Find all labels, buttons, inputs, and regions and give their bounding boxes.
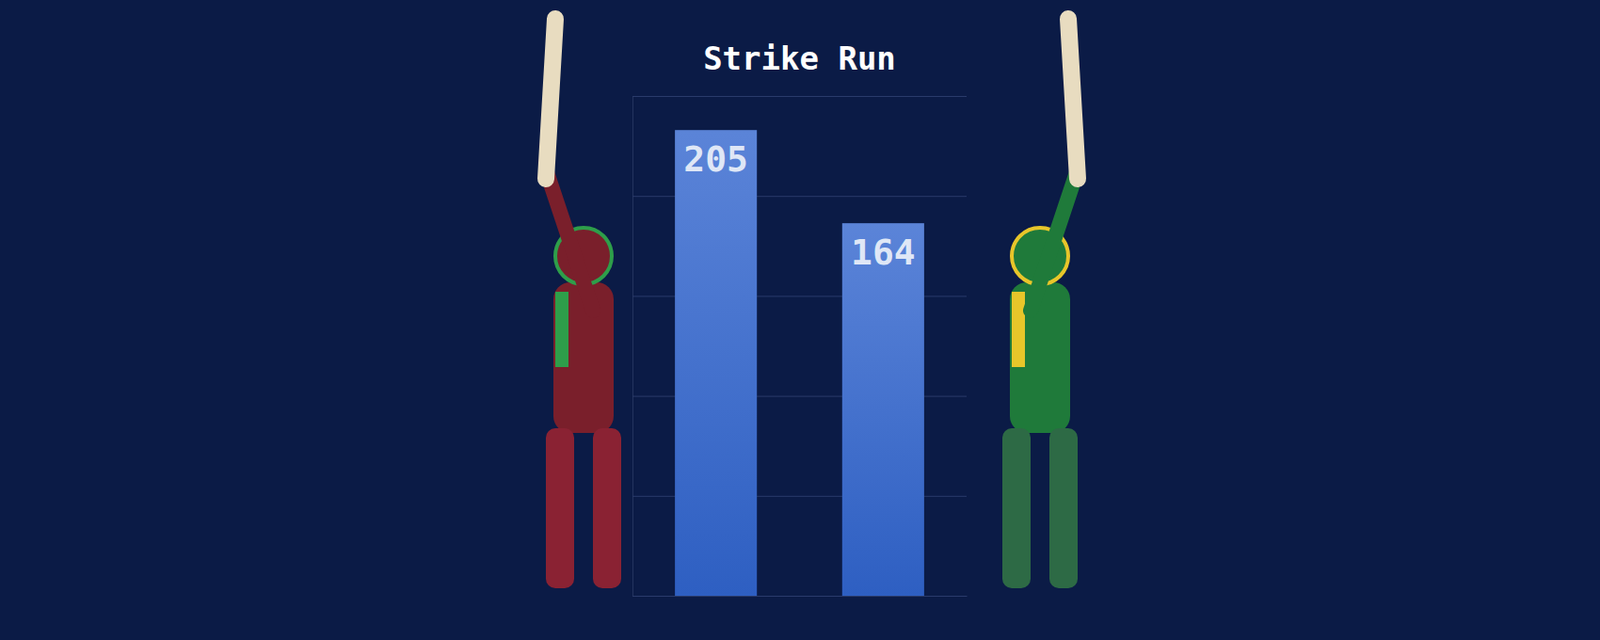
title: Strike Run: [703, 39, 896, 78]
bars: [674, 129, 925, 596]
tick: [632, 96, 967, 97]
trim: [1011, 291, 1025, 368]
leg: [1049, 428, 1078, 589]
tick: [632, 595, 967, 597]
bat: [1068, 18, 1078, 179]
trim: [555, 291, 569, 368]
data-labels: 205 164: [683, 138, 915, 273]
arm: [1030, 169, 1078, 311]
x-axis-line: [633, 595, 968, 597]
player-left: [545, 18, 622, 589]
leg: [592, 428, 622, 589]
background: [0, 0, 1600, 640]
arm: [545, 169, 593, 311]
y-axis-line: [633, 96, 968, 597]
grid-line: [632, 595, 967, 597]
bar: [674, 129, 757, 596]
data-label: 205: [683, 138, 749, 180]
leg: [545, 428, 575, 589]
data-label: 164: [850, 231, 916, 273]
bar: [842, 223, 925, 596]
bat: [545, 18, 556, 179]
player-right: [1002, 18, 1078, 589]
chart: 205 164 Strike Run: [0, 0, 1600, 640]
grid-line: [632, 96, 967, 97]
leg: [1002, 428, 1031, 589]
y-axis: [632, 96, 967, 597]
